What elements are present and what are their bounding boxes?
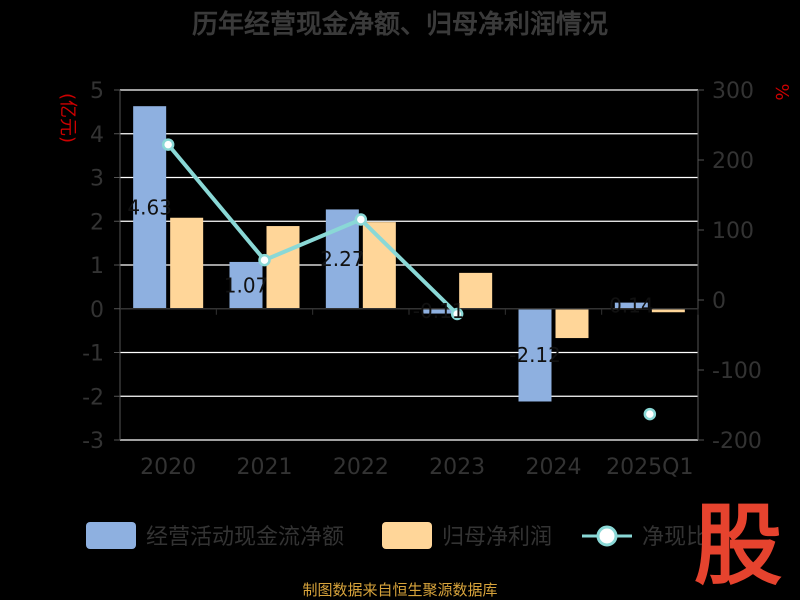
right-axis-unit: % [771, 83, 792, 100]
right-tick-label: -200 [712, 429, 762, 454]
bars [120, 106, 698, 402]
left-tick-label: -3 [82, 429, 104, 454]
left-tick-label: 0 [90, 298, 104, 323]
left-tick-label: 3 [90, 167, 104, 192]
bar-net-profit [651, 308, 685, 313]
ratio-point [354, 213, 368, 226]
bar-value-label: 4.63 [127, 195, 172, 219]
ratio-line [161, 138, 657, 421]
bar-net-profit [170, 217, 204, 309]
right-axis-ticks: 300 200 100 0 -100 -200 [698, 79, 762, 454]
bar-value-label: -2.12 [509, 343, 561, 367]
left-axis-ticks: 5 4 3 2 1 0 -1 -2 -3 [82, 79, 120, 454]
logo-mark: 股 [694, 494, 782, 597]
legend-label-line: 净现比 [642, 525, 708, 550]
bar-cashflow [422, 308, 456, 314]
right-tick-label: 0 [712, 289, 726, 314]
bar-cashflow [518, 308, 552, 402]
chart-title: 历年经营现金净额、归母净利润情况 [192, 9, 608, 40]
bar-value-label: 2.27 [320, 247, 365, 271]
bar-value-label: 0.14 [609, 294, 654, 318]
bar-cashflow [229, 261, 263, 309]
ratio-line-segment [166, 143, 459, 316]
x-tick-label: 2022 [333, 455, 389, 480]
legend-swatch-bar2 [382, 522, 432, 549]
left-tick-label: 2 [90, 210, 104, 235]
ratio-point [258, 253, 271, 267]
x-tick-label: 2025Q1 [606, 455, 693, 480]
x-tick-label: 2020 [140, 455, 196, 480]
bar-cashflow [614, 302, 648, 309]
right-tick-label: 200 [712, 149, 754, 174]
source-note: 制图数据来自恒生聚源数据库 [302, 581, 497, 599]
ratio-point [161, 138, 175, 151]
x-tick-label: 2023 [429, 455, 485, 480]
x-tick-label: 2024 [526, 455, 582, 480]
data-labels: 4.63 1.07 2.27 -0.11 -2.12 0.14 [127, 195, 653, 367]
ratio-point [643, 407, 657, 421]
legend-swatch-bar1 [86, 522, 136, 549]
right-tick-label: 100 [712, 219, 754, 244]
legend-label-bar1: 经营活动现金流净额 [146, 525, 344, 550]
left-tick-label: -1 [82, 342, 104, 367]
bar-cashflow [133, 106, 167, 309]
ratio-point [450, 307, 464, 321]
left-tick-label: 4 [90, 123, 104, 148]
legend-label-bar2: 归母净利润 [442, 525, 552, 550]
left-tick-label: 1 [90, 254, 104, 279]
bar-value-label: -0.11 [413, 299, 465, 323]
legend: 经营活动现金流净额 归母净利润 净现比 [86, 522, 708, 550]
x-axis-ticks: 2020 2021 2022 2023 2024 2025Q1 [140, 308, 699, 480]
right-tick-label: -100 [712, 359, 762, 384]
bar-net-profit [459, 272, 493, 309]
bar-net-profit [266, 226, 300, 309]
bar-net-profit [555, 308, 589, 339]
left-tick-label: -2 [82, 385, 104, 410]
x-tick-label: 2021 [237, 455, 293, 480]
right-tick-label: 300 [712, 79, 754, 104]
left-tick-label: 5 [90, 79, 104, 104]
left-axis-unit: (亿元) [57, 93, 78, 143]
bar-value-label: 1.07 [224, 273, 269, 297]
legend-marker-line [596, 525, 618, 547]
